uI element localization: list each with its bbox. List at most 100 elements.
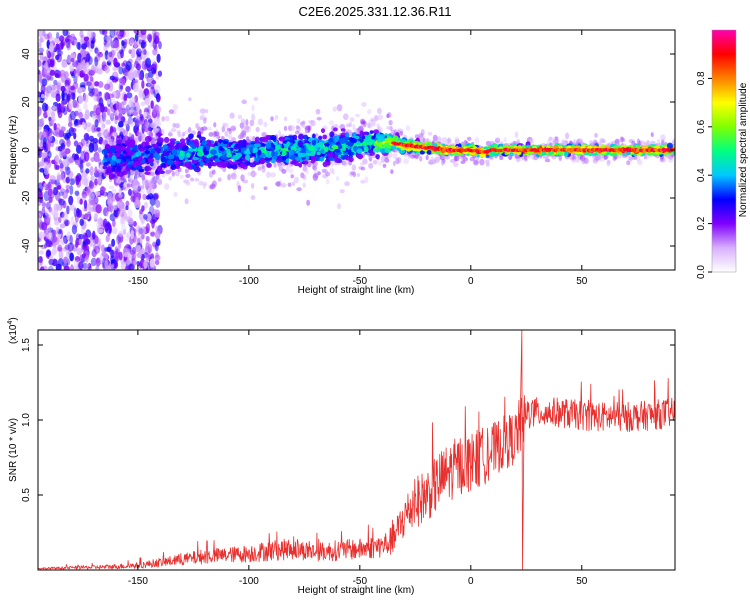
heatmap-noise-cell [64,71,69,79]
heatmap-noise-cell [98,97,104,107]
heatmap-halo-cell [637,158,643,166]
heatmap-halo-cell [155,118,161,122]
heatmap-noise-cell [93,126,99,133]
heatmap-noise-cell [52,229,57,238]
heatmap-noise-cell [51,159,56,165]
heatmap-noise-cell [57,80,63,86]
heatmap-halo-cell [307,125,311,133]
heatmap-noise-cell [89,69,96,75]
heatmap-noise-cell [51,111,56,119]
heatmap-noise-cell [49,210,56,215]
heatmap-halo-cell [239,132,244,139]
heatmap-halo-cell [135,196,139,202]
heatmap-noise-cell [53,79,58,86]
heatmap-ridge-cell [196,134,202,138]
heatmap-noise-cell [57,184,62,190]
heatmap-noise-cell [123,38,128,46]
heatmap-halo-cell [139,118,146,126]
heatmap-noise-cell [70,264,74,270]
heatmap-halo-cell [266,171,271,179]
heatmap-noise-cell [89,165,94,176]
heatmap-noise-cell [94,56,99,67]
heatmap-noise-cell [78,160,84,170]
heatmap-halo-cell [157,178,163,183]
heatmap-noise-cell [150,67,157,74]
heatmap-noise-cell [136,260,141,267]
heatmap-halo-cell [355,113,360,118]
heatmap-halo-cell [251,113,256,121]
heatmap-noise-cell [127,208,133,218]
heatmap-noise-cell [157,70,163,77]
heatmap-halo-cell [111,131,117,137]
heatmap-noise-cell [138,35,143,44]
heatmap-halo-cell [108,205,114,212]
heatmap-noise-cell [74,190,80,196]
heatmap-cells [38,30,675,270]
heatmap-noise-cell [97,68,103,75]
heatmap-noise-cell [66,205,70,215]
heatmap-halo-cell [144,121,149,127]
heatmap-halo-cell [121,104,125,110]
heatmap-noise-cell [41,206,46,217]
heatmap-halo-cell [550,137,556,142]
heatmap-noise-cell [105,234,110,243]
heatmap-noise-cell [63,256,69,264]
heatmap-noise-cell [49,69,56,76]
heatmap-noise-cell [150,122,156,129]
heatmap-noise-cell [86,125,92,133]
heatmap-halo-cell [147,127,151,132]
heatmap-noise-cell [111,238,116,247]
heatmap-noise-cell [122,228,127,235]
heatmap-noise-cell [68,157,75,164]
heatmap-ridge-cell [103,161,109,167]
heatmap-noise-cell [90,40,95,49]
heatmap-noise-cell [129,38,134,45]
heatmap-noise-cell [73,132,77,140]
heatmap-noise-cell [94,235,99,245]
heatmap-noise-cell [145,223,150,234]
heatmap-halo-cell [261,165,266,173]
heatmap-halo-cell [129,174,134,181]
heatmap-noise-cell [38,69,41,75]
heatmap-noise-cell [102,190,106,197]
heatmap-halo-cell [278,130,282,138]
heatmap-halo-cell [164,183,170,190]
heatmap-noise-cell [118,251,123,261]
heatmap-halo-cell [270,116,274,122]
heatmap-halo-cell [229,112,235,119]
heatmap-noise-cell [63,265,70,270]
heatmap-noise-cell [86,81,92,86]
heatmap-noise-cell [63,219,70,227]
heatmap-noise-cell [156,109,160,120]
heatmap-noise-cell [112,219,116,228]
heatmap-noise-cell [100,117,105,127]
heatmap-halo-cell [118,202,123,210]
heatmap-halo-cell [170,128,177,133]
heatmap-noise-cell [93,245,101,255]
heatmap-halo-cell [342,160,349,167]
heatmap-noise-cell [46,52,52,59]
heatmap-noise-cell [60,40,64,50]
heatmap-halo-cell [168,132,173,137]
heatmap-halo-cell [102,111,107,119]
heatmap-halo-cell [351,164,357,172]
heatmap-noise-cell [40,36,45,43]
heatmap-noise-cell [97,177,102,184]
heatmap-noise-cell [57,102,62,113]
heatmap-noise-cell [101,30,108,36]
heatmap-noise-cell [92,137,99,144]
heatmap-noise-cell [74,212,79,223]
heatmap-noise-cell [70,85,75,91]
heatmap-noise-cell [66,54,72,64]
heatmap-halo-cell [667,156,674,163]
heatmap-noise-cell [120,225,127,232]
heatmap-noise-cell [84,255,89,263]
heatmap-halo-cell [403,158,409,165]
heatmap-noise-cell [140,101,146,107]
heatmap-noise-cell [46,213,51,223]
heatmap-noise-cell [43,228,50,235]
heatmap-halo-cell [368,162,374,169]
heatmap-noise-cell [47,150,52,159]
heatmap-halo-cell [154,127,159,134]
heatmap-noise-cell [99,186,107,192]
